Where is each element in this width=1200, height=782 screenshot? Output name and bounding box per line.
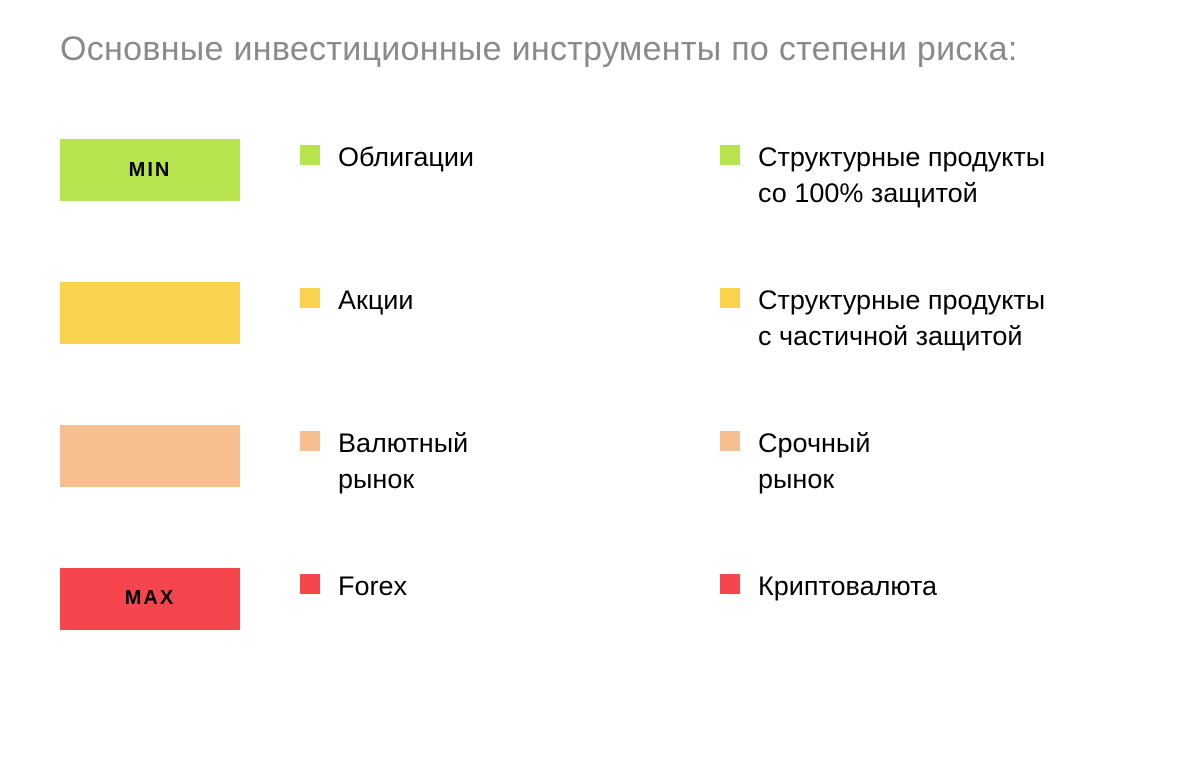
risk-item: Облигации xyxy=(300,139,680,212)
risk-bar xyxy=(60,282,240,344)
item-label: Облигации xyxy=(338,139,474,175)
item-label: Forex xyxy=(338,568,407,604)
color-marker-icon xyxy=(720,574,740,594)
risk-row: MIN Облигации Структурные продукты со 10… xyxy=(60,139,1140,212)
risk-item: Срочный рынок xyxy=(720,425,1100,498)
items-wrap: Forex Криптовалюта xyxy=(300,568,1140,604)
risk-item: Валютный рынок xyxy=(300,425,680,498)
risk-bar xyxy=(60,425,240,487)
risk-row: Акции Структурные продукты с частичной з… xyxy=(60,282,1140,355)
color-marker-icon xyxy=(720,288,740,308)
risk-row: MAX Forex Криптовалюта xyxy=(60,568,1140,630)
page-title: Основные инвестиционные инструменты по с… xyxy=(60,30,1140,69)
item-label: Срочный рынок xyxy=(758,425,870,498)
risk-item: Структурные продукты со 100% защитой xyxy=(720,139,1100,212)
risk-item: Forex xyxy=(300,568,680,604)
risk-item: Криптовалюта xyxy=(720,568,1100,604)
item-label: Криптовалюта xyxy=(758,568,937,604)
color-marker-icon xyxy=(720,145,740,165)
item-label: Структурные продукты со 100% защитой xyxy=(758,139,1045,212)
item-label: Структурные продукты с частичной защитой xyxy=(758,282,1045,355)
risk-bar-max: MAX xyxy=(60,568,240,630)
items-wrap: Акции Структурные продукты с частичной з… xyxy=(300,282,1140,355)
risk-bar-label: MAX xyxy=(125,587,175,610)
color-marker-icon xyxy=(300,288,320,308)
color-marker-icon xyxy=(720,431,740,451)
risk-rows-container: MIN Облигации Структурные продукты со 10… xyxy=(60,139,1140,630)
items-wrap: Облигации Структурные продукты со 100% з… xyxy=(300,139,1140,212)
color-marker-icon xyxy=(300,431,320,451)
risk-row: Валютный рынок Срочный рынок xyxy=(60,425,1140,498)
item-label: Валютный рынок xyxy=(338,425,468,498)
color-marker-icon xyxy=(300,574,320,594)
risk-item: Акции xyxy=(300,282,680,355)
items-wrap: Валютный рынок Срочный рынок xyxy=(300,425,1140,498)
risk-item: Структурные продукты с частичной защитой xyxy=(720,282,1100,355)
risk-bar-min: MIN xyxy=(60,139,240,201)
color-marker-icon xyxy=(300,145,320,165)
risk-bar-label: MIN xyxy=(129,159,172,182)
item-label: Акции xyxy=(338,282,413,318)
